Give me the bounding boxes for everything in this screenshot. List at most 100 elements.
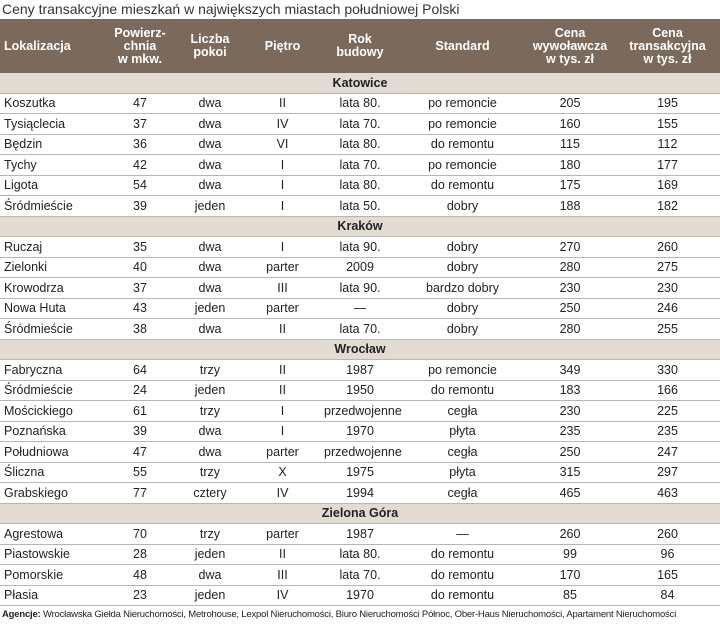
- cell: 177: [615, 154, 720, 176]
- cell: 250: [525, 298, 615, 319]
- data-row: Piastowskie 28 jeden II lata 80. do remontu 99…: [0, 544, 720, 565]
- cell: dobry: [400, 236, 525, 258]
- cell: dwa: [175, 421, 245, 442]
- cell: Śródmieście: [0, 318, 105, 340]
- cell: 225: [615, 400, 720, 422]
- column-header: Cena transakcyjna w tys. zł: [615, 19, 720, 73]
- cell: 1987: [320, 359, 400, 381]
- column-header: Liczba pokoi: [175, 19, 245, 73]
- cell: 54: [105, 175, 175, 196]
- cell: 246: [615, 298, 720, 319]
- cell: —: [320, 298, 400, 319]
- cell: jeden: [175, 585, 245, 606]
- cell: 260: [615, 236, 720, 258]
- cell: 170: [525, 564, 615, 586]
- cell: Krowodrza: [0, 277, 105, 299]
- cell: 165: [615, 564, 720, 586]
- cell: trzy: [175, 359, 245, 381]
- cell: parter: [245, 298, 320, 319]
- cell: dwa: [175, 318, 245, 340]
- cell: Nowa Huta: [0, 298, 105, 319]
- section-name: Wrocław: [0, 339, 720, 360]
- cell: dwa: [175, 175, 245, 196]
- cell: 169: [615, 175, 720, 196]
- cell: 188: [525, 195, 615, 217]
- cell: 160: [525, 113, 615, 135]
- cell: do remontu: [400, 380, 525, 401]
- cell: 1975: [320, 462, 400, 483]
- cell: do remontu: [400, 585, 525, 606]
- cell: 40: [105, 257, 175, 278]
- cell: jeden: [175, 380, 245, 401]
- cell: Fabryczna: [0, 359, 105, 381]
- cell: 55: [105, 462, 175, 483]
- cell: VI: [245, 134, 320, 155]
- cell: lata 80.: [320, 134, 400, 155]
- cell: trzy: [175, 462, 245, 483]
- cell: II: [245, 318, 320, 340]
- data-row: Będzin 36 dwa VI lata 80. do remontu 115 112: [0, 134, 720, 155]
- cell: lata 70.: [320, 564, 400, 586]
- cell: 42: [105, 154, 175, 176]
- cell: płyta: [400, 421, 525, 442]
- cell: przedwojenne: [320, 400, 402, 422]
- cell: cegła: [400, 400, 525, 422]
- column-header: Lokalizacja: [0, 19, 105, 73]
- cell: IV: [245, 585, 320, 606]
- cell: Będzin: [0, 134, 105, 155]
- cell: 155: [615, 113, 720, 135]
- cell: lata 80.: [320, 175, 400, 196]
- cell: Zielonki: [0, 257, 105, 278]
- cell: 280: [525, 318, 615, 340]
- cell: 195: [615, 93, 720, 114]
- cell: X: [245, 462, 320, 483]
- cell: lata 50.: [320, 195, 400, 217]
- column-header: Piętro: [245, 19, 320, 73]
- cell: 315: [525, 462, 615, 483]
- cell: lata 70.: [320, 154, 400, 176]
- cell: 183: [525, 380, 615, 401]
- cell: dwa: [175, 257, 245, 278]
- data-row: Śródmieście 38 dwa II lata 70. dobry 280 255: [0, 318, 720, 340]
- cell: 112: [615, 134, 720, 155]
- cell: 70: [105, 523, 175, 545]
- cell: dobry: [400, 298, 525, 319]
- cell: 166: [615, 380, 720, 401]
- cell: dwa: [175, 93, 245, 114]
- cell: jeden: [175, 544, 245, 565]
- cell: II: [245, 359, 320, 381]
- data-row: Śródmieście 24 jeden II 1950 do remontu 183 166: [0, 380, 720, 401]
- cell: lata 70.: [320, 113, 400, 135]
- cell: I: [245, 154, 320, 176]
- cell: 235: [525, 421, 615, 442]
- cell: 36: [105, 134, 175, 155]
- cell: 1970: [320, 585, 400, 606]
- cell: 463: [615, 482, 720, 504]
- cell: 37: [105, 113, 175, 135]
- cell: jeden: [175, 195, 245, 217]
- cell: 182: [615, 195, 720, 217]
- cell: 48: [105, 564, 175, 586]
- cell: do remontu: [400, 134, 525, 155]
- cell: 260: [525, 523, 615, 545]
- cell: 47: [105, 93, 175, 114]
- cell: 255: [615, 318, 720, 340]
- cell: do remontu: [400, 175, 525, 196]
- cell: 115: [525, 134, 615, 155]
- data-row: Południowa 47 dwa parter przedwojenne cegła 25…: [0, 441, 720, 463]
- cell: Grabskiego: [0, 482, 105, 504]
- cell: IV: [245, 113, 320, 135]
- cell: cztery: [175, 482, 245, 504]
- cell: Śródmieście: [0, 380, 105, 401]
- cell: 77: [105, 482, 175, 504]
- data-row: Tysiąclecia 37 dwa IV lata 70. po remoncie 160…: [0, 113, 720, 135]
- cell: lata 70.: [320, 318, 400, 340]
- cell: dobry: [400, 257, 525, 278]
- column-header: Rok budowy: [320, 19, 400, 73]
- cell: 1970: [320, 421, 400, 442]
- section-name: Kraków: [0, 216, 720, 237]
- section-row: Wrocław: [0, 339, 720, 360]
- data-row: Poznańska 39 dwa I 1970 płyta 235 235: [0, 421, 720, 442]
- cell: Koszutka: [0, 93, 105, 114]
